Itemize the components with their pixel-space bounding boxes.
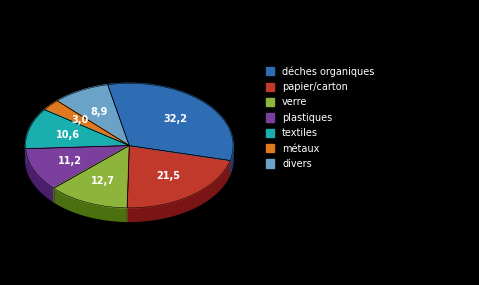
Polygon shape: [127, 160, 230, 221]
Text: 11,2: 11,2: [58, 156, 82, 166]
Text: 21,5: 21,5: [157, 171, 181, 181]
Polygon shape: [45, 101, 129, 146]
Text: 3,0: 3,0: [72, 115, 89, 125]
Text: 12,7: 12,7: [91, 176, 115, 186]
Polygon shape: [54, 146, 129, 208]
Polygon shape: [25, 110, 129, 149]
Polygon shape: [26, 149, 54, 202]
Polygon shape: [26, 146, 129, 188]
Text: 10,6: 10,6: [56, 130, 80, 140]
Text: 8,9: 8,9: [91, 107, 108, 117]
Polygon shape: [54, 188, 127, 221]
Polygon shape: [127, 146, 230, 208]
Polygon shape: [57, 85, 129, 146]
Legend: déches organiques, papier/carton, verre, plastiques, textiles, métaux, divers: déches organiques, papier/carton, verre,…: [264, 64, 376, 171]
Polygon shape: [230, 144, 233, 174]
Text: 32,2: 32,2: [163, 114, 188, 124]
Polygon shape: [108, 83, 233, 160]
